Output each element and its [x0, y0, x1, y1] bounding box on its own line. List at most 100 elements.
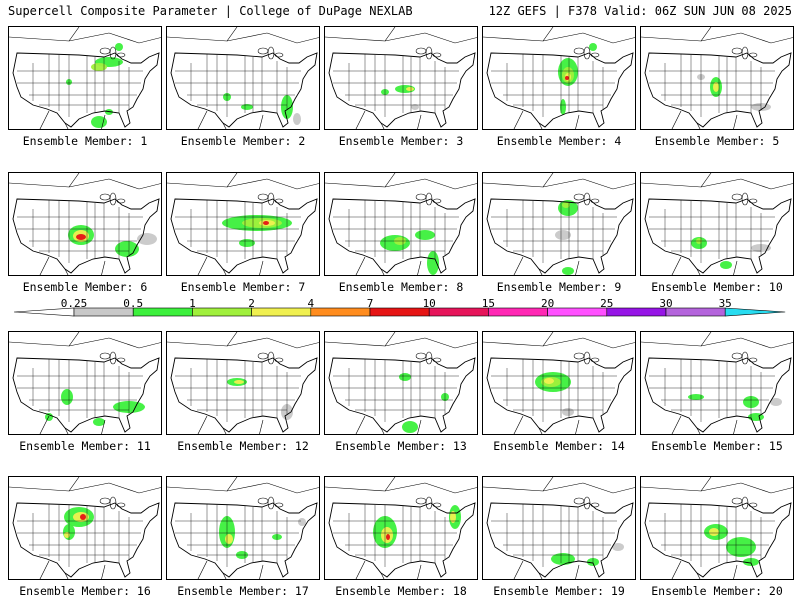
scp-contour-fill [115, 43, 123, 51]
us-map [483, 332, 635, 434]
border-line [538, 427, 543, 434]
ensemble-member-label: Ensemble Member: 6 [22, 280, 148, 294]
border-line [740, 32, 793, 44]
us-coastline [328, 52, 476, 128]
border-line [197, 110, 208, 129]
colorbar-segment [428, 307, 489, 317]
great-lakes-outline [731, 193, 743, 201]
us-map [641, 477, 793, 579]
border-line [108, 337, 161, 349]
border-line [167, 32, 268, 42]
scp-contour-fill [225, 534, 233, 544]
great-lakes-outline [741, 192, 749, 206]
great-lakes-outline [748, 502, 758, 508]
great-lakes-outline [257, 497, 269, 505]
border-line [197, 415, 208, 434]
border-line [380, 122, 385, 129]
scp-contour-fill [399, 373, 411, 381]
us-coastline [170, 198, 318, 274]
border-line [700, 332, 712, 347]
ensemble-member-label: Ensemble Member: 14 [493, 439, 625, 453]
border-line [101, 564, 106, 579]
border-line [424, 178, 477, 190]
us-map [325, 27, 477, 129]
scp-contour-fill [91, 116, 107, 128]
great-lakes-outline [573, 497, 585, 505]
border-line [355, 256, 366, 275]
us-coastline [486, 52, 634, 128]
us-map [325, 332, 477, 434]
scp-contour-fill [64, 532, 70, 538]
border-line [538, 122, 543, 129]
border-line [538, 572, 543, 579]
ensemble-member-label: Ensemble Member: 2 [180, 134, 306, 148]
great-lakes-outline [573, 193, 585, 201]
us-map [483, 173, 635, 275]
us-coastline [644, 357, 792, 433]
border-line [167, 178, 268, 188]
border-line [167, 482, 268, 492]
scp-contour-fill [709, 528, 719, 536]
ensemble-member-label: Ensemble Member: 10 [651, 280, 783, 294]
great-lakes-outline [415, 352, 427, 360]
ensemble-member-label: Ensemble Member: 18 [335, 584, 467, 598]
border-line [9, 482, 110, 492]
border-line [700, 477, 712, 492]
colorbar-segment [310, 307, 371, 317]
ensemble-member-label: Ensemble Member: 15 [651, 439, 783, 453]
border-line [696, 268, 701, 275]
scp-contour-fill [544, 378, 554, 384]
colorbar-tick-label: 15 [481, 297, 496, 310]
border-line [582, 178, 635, 190]
great-lakes-outline [731, 352, 743, 360]
colorbar-tick-label: 25 [600, 297, 614, 310]
border-line [671, 256, 682, 275]
border-line [424, 32, 477, 44]
great-lakes-outline [116, 357, 126, 363]
ensemble-member-label: Ensemble Member: 7 [180, 280, 306, 294]
border-line [266, 32, 319, 44]
border-line [542, 173, 554, 188]
ensemble-map-panel [166, 172, 320, 276]
ensemble-member-label: Ensemble Member: 9 [496, 280, 622, 294]
us-coastline [486, 198, 634, 274]
border-line [226, 477, 238, 492]
colorbar-tick-label: 4 [307, 297, 315, 310]
border-line [266, 178, 319, 190]
border-line [733, 419, 738, 434]
scp-contour-fill [234, 380, 244, 384]
border-line [513, 256, 524, 275]
us-map [641, 332, 793, 434]
ensemble-map-panel [482, 26, 636, 130]
great-lakes-outline [583, 351, 591, 365]
ensemble-member-label: Ensemble Member: 12 [177, 439, 309, 453]
colorbar-tick-label: 1 [189, 297, 196, 310]
border-line [582, 337, 635, 349]
us-coastline [328, 357, 476, 433]
us-map [9, 332, 161, 434]
scp-contour-fill [298, 518, 306, 526]
scp-contour-fill [61, 389, 73, 405]
ensemble-member-label: Ensemble Member: 5 [654, 134, 780, 148]
colorbar-segment [665, 307, 726, 317]
border-line [417, 564, 422, 579]
border-line [325, 32, 426, 42]
ensemble-map-panel [166, 476, 320, 580]
us-coastline [328, 502, 476, 578]
border-line [226, 27, 238, 42]
border-line [483, 337, 584, 347]
border-line [582, 32, 635, 44]
border-line [384, 27, 396, 42]
great-lakes-outline [425, 496, 433, 510]
us-coastline [486, 357, 634, 433]
border-line [68, 332, 80, 347]
us-coastline [644, 502, 792, 578]
border-line [222, 572, 227, 579]
scp-contour-fill [406, 87, 414, 91]
us-coastline [12, 198, 160, 274]
border-line [259, 419, 264, 434]
border-line [641, 178, 742, 188]
border-line [740, 337, 793, 349]
great-lakes-outline [274, 52, 284, 58]
us-map [483, 477, 635, 579]
